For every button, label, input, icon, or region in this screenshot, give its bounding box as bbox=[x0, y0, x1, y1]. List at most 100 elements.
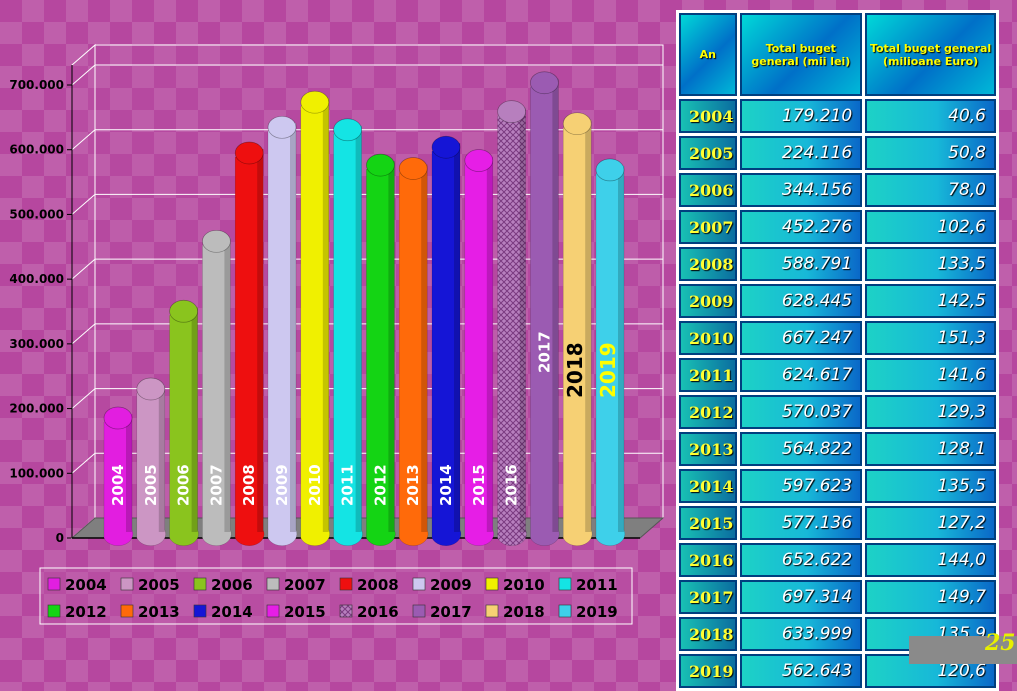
bar-2013: 2013 bbox=[398, 157, 429, 546]
legend-swatch bbox=[339, 577, 353, 591]
legend-label: 2008 bbox=[357, 576, 399, 594]
bar-shade bbox=[585, 121, 592, 533]
total-euro-cell: 141,6 bbox=[865, 358, 996, 392]
total-lei-cell: 597.623 bbox=[739, 469, 863, 503]
bar-top bbox=[562, 112, 592, 136]
legend-label: 2012 bbox=[65, 603, 107, 621]
legend-label: 2016 bbox=[357, 603, 399, 621]
y-tick-label: 600.000 bbox=[9, 143, 64, 157]
table-row: 2013 564.822 128,1 bbox=[679, 432, 996, 466]
bar-2018: 2018 bbox=[562, 112, 593, 546]
bar-body bbox=[366, 161, 396, 546]
legend-label: 2017 bbox=[430, 603, 472, 621]
bar-top bbox=[595, 158, 625, 182]
total-lei-cell: 628.445 bbox=[739, 284, 863, 318]
table-row: 2015 577.136 127,2 bbox=[679, 506, 996, 540]
bar-2019: 2019 bbox=[595, 158, 626, 546]
year-cell: 2017 bbox=[679, 580, 737, 614]
bar-2016: 2016 bbox=[497, 100, 527, 546]
bar-2005: 2005 bbox=[136, 377, 166, 546]
gridline-side bbox=[71, 388, 96, 409]
total-lei-cell: 224.116 bbox=[739, 136, 863, 170]
year-cell: 2015 bbox=[679, 506, 737, 540]
footer-strip bbox=[909, 636, 1017, 664]
bar-top bbox=[300, 90, 330, 114]
y-tick-label: 300.000 bbox=[9, 337, 64, 351]
year-cell: 2009 bbox=[679, 284, 737, 318]
total-lei-cell: 452.276 bbox=[739, 210, 863, 244]
total-lei-cell: 344.156 bbox=[739, 173, 863, 207]
legend-swatch bbox=[412, 604, 426, 618]
bar-top bbox=[267, 115, 297, 139]
table-row: 2014 597.623 135,5 bbox=[679, 469, 996, 503]
table-row: 2010 667.247 151,3 bbox=[679, 321, 996, 355]
bar-shade bbox=[224, 239, 231, 533]
bar-shade bbox=[421, 166, 428, 532]
legend-swatch bbox=[558, 577, 572, 591]
legend-box bbox=[39, 567, 633, 625]
bar-label: 2014 bbox=[437, 464, 455, 506]
year-cell: 2014 bbox=[679, 469, 737, 503]
total-lei-cell: 697.314 bbox=[739, 580, 863, 614]
budget-table: An Total buget general (mii lei) Total b… bbox=[676, 10, 999, 691]
bar-label: 2012 bbox=[371, 464, 389, 506]
bar-2011: 2011 bbox=[333, 118, 363, 546]
table-row: 2017 697.314 149,7 bbox=[679, 580, 996, 614]
legend-swatch bbox=[47, 577, 61, 591]
bar-body bbox=[562, 119, 593, 546]
bar-top bbox=[464, 149, 494, 172]
total-euro-cell: 133,5 bbox=[865, 247, 996, 281]
bar-shade bbox=[552, 80, 559, 533]
legend-label: 2019 bbox=[576, 603, 618, 621]
legend-label: 2007 bbox=[284, 576, 326, 594]
bar-label: 2005 bbox=[142, 464, 160, 506]
bar-top bbox=[202, 229, 231, 253]
legend-label: 2015 bbox=[284, 603, 326, 621]
gridline-side bbox=[71, 129, 96, 151]
total-euro-cell: 78,0 bbox=[865, 173, 996, 207]
bar-shade bbox=[519, 109, 526, 532]
legend-swatch bbox=[47, 604, 61, 618]
gridline-side bbox=[71, 323, 96, 345]
bar-2006: 2006 bbox=[169, 299, 199, 546]
legend-swatch bbox=[485, 604, 499, 618]
table-row: 2007 452.276 102,6 bbox=[679, 210, 996, 244]
table-row: 2016 652.622 144,0 bbox=[679, 543, 996, 577]
bar-label: 2009 bbox=[273, 464, 291, 506]
bar-body bbox=[464, 156, 494, 546]
bar-body bbox=[300, 98, 330, 546]
bar-body bbox=[136, 384, 166, 546]
table-row: 2006 344.156 78,0 bbox=[679, 173, 996, 207]
year-cell: 2010 bbox=[679, 321, 737, 355]
legend-label: 2006 bbox=[211, 576, 253, 594]
year-cell: 2006 bbox=[679, 173, 737, 207]
bar-shade bbox=[257, 150, 264, 532]
total-euro-cell: 102,6 bbox=[865, 210, 996, 244]
table-header-row: An Total buget general (mii lei) Total b… bbox=[679, 13, 996, 96]
y-tick-label: 200.000 bbox=[9, 402, 64, 416]
legend-label: 2011 bbox=[576, 576, 618, 594]
bar-label: 2011 bbox=[339, 464, 357, 506]
total-euro-cell: 40,6 bbox=[865, 99, 996, 133]
bar-label: 2010 bbox=[306, 464, 324, 506]
bar-top bbox=[169, 299, 198, 323]
bar-2017: 2017 bbox=[530, 71, 560, 546]
bar-top bbox=[497, 100, 526, 124]
legend-swatch bbox=[193, 577, 207, 591]
total-lei-cell: 588.791 bbox=[739, 247, 863, 281]
legend-swatch bbox=[266, 577, 280, 591]
bar-label: 2015 bbox=[470, 464, 488, 506]
bar-shade bbox=[322, 100, 329, 533]
bar-top bbox=[234, 141, 264, 165]
table-row: 2008 588.791 133,5 bbox=[679, 247, 996, 281]
bar-body bbox=[398, 164, 429, 546]
bar-shade bbox=[486, 158, 493, 532]
table-row: 2012 570.037 129,3 bbox=[679, 395, 996, 429]
bar-body bbox=[234, 148, 265, 546]
legend-swatch bbox=[120, 577, 134, 591]
bar-shade bbox=[618, 167, 624, 533]
total-euro-cell: 135,5 bbox=[865, 469, 996, 503]
header-total-euro: Total buget general (milioane Euro) bbox=[865, 13, 996, 96]
legend-label: 2014 bbox=[211, 603, 253, 621]
table-row: 2004 179.210 40,6 bbox=[679, 99, 996, 133]
